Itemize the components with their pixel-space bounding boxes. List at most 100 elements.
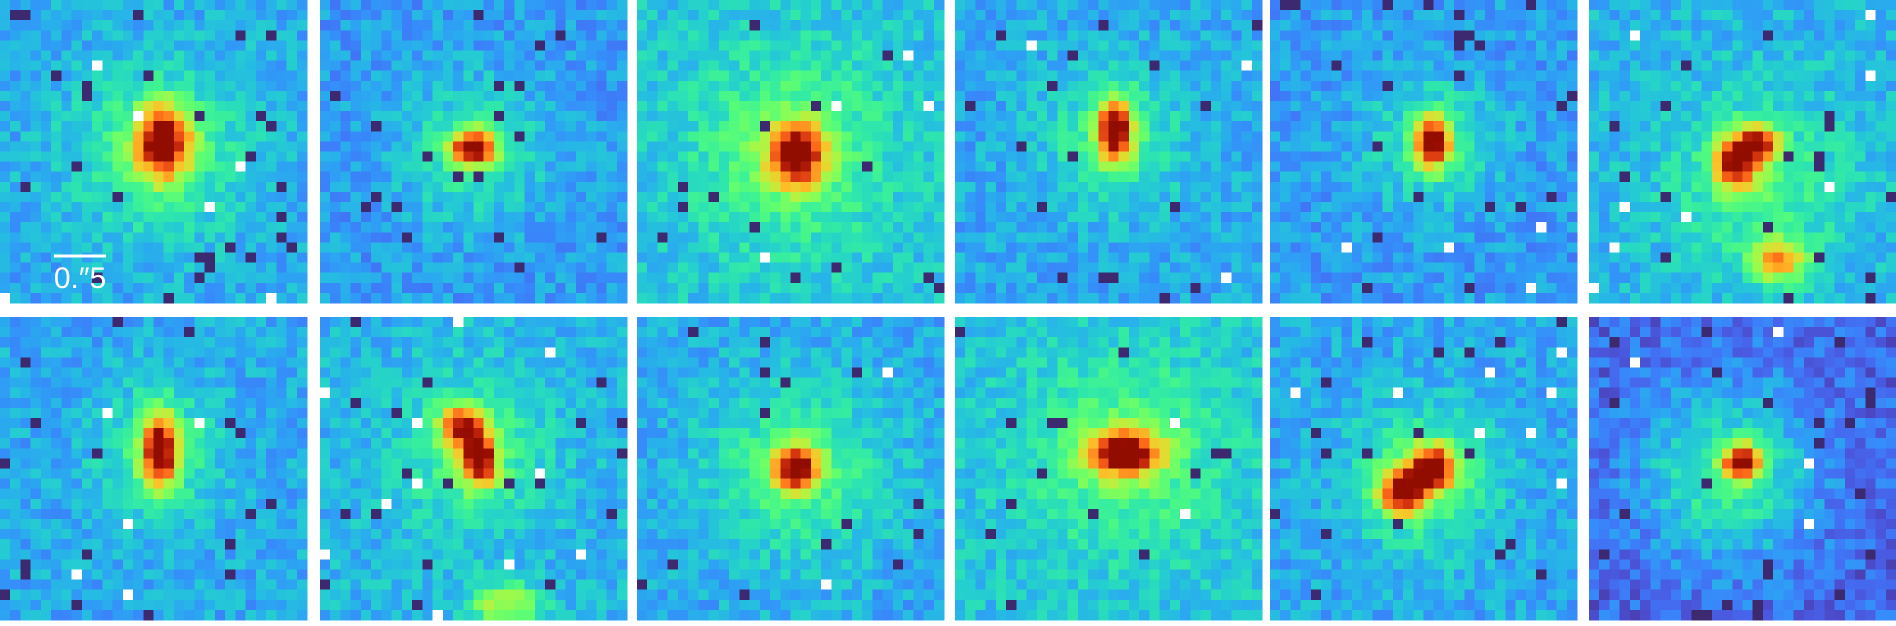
pixel <box>892 222 904 233</box>
pixel <box>1310 80 1322 92</box>
pixel <box>1525 80 1537 92</box>
pixel <box>739 252 751 264</box>
pixel <box>483 101 495 112</box>
pixel <box>1159 252 1171 264</box>
pixel <box>1629 202 1641 213</box>
pixel <box>225 232 236 243</box>
pixel <box>1619 121 1631 132</box>
pixel <box>534 282 546 294</box>
pixel <box>255 80 267 92</box>
pixel <box>975 111 987 122</box>
pixel <box>30 181 42 193</box>
pixel <box>1098 191 1110 203</box>
pixel <box>1128 232 1140 243</box>
pixel <box>1270 252 1281 264</box>
pixel <box>903 262 914 274</box>
pixel <box>40 90 52 102</box>
pixel <box>1382 131 1394 142</box>
pixel <box>1732 10 1744 21</box>
pixel <box>1149 151 1161 163</box>
pixel <box>1108 191 1120 203</box>
pixel <box>955 282 966 294</box>
pixel <box>1566 151 1578 163</box>
pixel <box>545 60 556 72</box>
pixel <box>71 141 83 153</box>
pixel <box>749 272 761 284</box>
pixel <box>1270 50 1281 62</box>
pixel <box>831 50 843 62</box>
pixel <box>463 262 475 274</box>
pixel <box>821 101 833 112</box>
pixel <box>133 262 144 274</box>
pixel <box>1722 161 1733 173</box>
pixel <box>10 141 22 153</box>
pixel <box>1742 262 1754 274</box>
pixel <box>112 282 124 294</box>
pixel <box>913 20 925 31</box>
pixel <box>1423 212 1435 223</box>
pixel <box>401 141 413 153</box>
pixel <box>749 191 761 203</box>
pixel <box>1280 30 1292 41</box>
pixel <box>1681 111 1692 122</box>
pixel <box>1057 80 1069 92</box>
pixel <box>1331 282 1343 294</box>
pixel <box>1200 60 1212 72</box>
pixel <box>1433 272 1445 284</box>
pixel <box>524 242 536 254</box>
pixel <box>759 191 771 203</box>
pixel <box>780 181 792 193</box>
pixel <box>1118 121 1130 132</box>
pixel <box>1241 121 1253 132</box>
pixel <box>112 50 124 62</box>
pixel <box>1495 252 1506 264</box>
pixel <box>965 90 977 102</box>
pixel <box>296 171 308 183</box>
pixel <box>350 111 362 122</box>
pixel <box>1118 292 1130 304</box>
pixel <box>1310 262 1322 274</box>
pixel <box>1382 20 1394 31</box>
pixel <box>688 30 699 41</box>
pixel <box>667 141 679 153</box>
pixel <box>616 90 628 102</box>
pixel <box>1362 70 1373 82</box>
pixel <box>463 131 475 142</box>
pixel <box>276 161 288 173</box>
pixel <box>1077 181 1089 193</box>
pixel <box>882 80 894 92</box>
pixel <box>61 222 73 233</box>
pixel <box>255 141 267 153</box>
pixel <box>1525 10 1537 21</box>
pixel <box>565 111 577 122</box>
pixel <box>1589 272 1600 284</box>
pixel <box>708 90 720 102</box>
pixel <box>473 292 485 304</box>
pixel <box>1077 171 1089 183</box>
pixel <box>1403 10 1414 21</box>
pixel <box>1413 202 1425 213</box>
pixel <box>862 151 873 163</box>
pixel <box>184 60 196 72</box>
pixel <box>235 60 247 72</box>
pixel <box>965 212 977 223</box>
pixel <box>20 222 32 233</box>
pixel <box>143 292 155 304</box>
pixel <box>296 292 308 304</box>
pixel <box>1221 222 1232 233</box>
pixel <box>810 70 822 82</box>
pixel <box>1525 101 1537 112</box>
pixel <box>1221 0 1232 11</box>
pixel <box>985 262 997 274</box>
pixel <box>739 282 751 294</box>
pixel <box>1108 10 1120 21</box>
pixel <box>555 20 567 31</box>
pixel <box>40 40 52 52</box>
pixel <box>586 111 597 122</box>
pixel <box>1732 80 1744 92</box>
pixel <box>841 20 853 31</box>
pixel <box>1331 20 1343 31</box>
pixel <box>432 10 444 21</box>
pixel <box>616 191 628 203</box>
pixel <box>1423 252 1435 264</box>
